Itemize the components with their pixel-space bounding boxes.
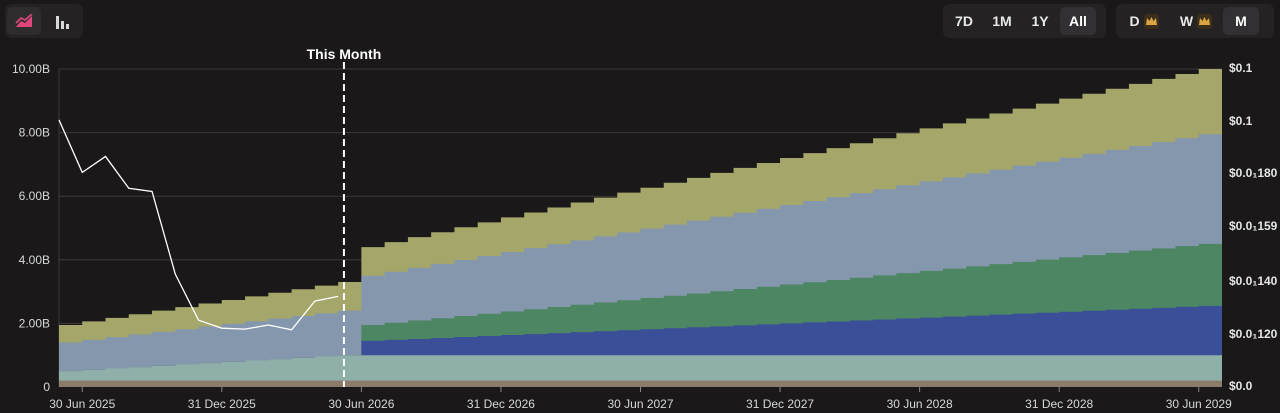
y-right-tick-label: $0.0₁120: [1229, 327, 1278, 341]
x-tick-label: 31 Dec 2028: [1025, 397, 1093, 411]
interval-selector: D W M: [1116, 4, 1274, 38]
y-left-tick-label: 8.00B: [19, 126, 50, 140]
y-right-tick-label: $0.1: [1229, 61, 1253, 75]
y-right-tick-label: $0.0: [1229, 379, 1253, 393]
bar-chart-icon: [56, 16, 69, 29]
y-right-tick-label: $0.1: [1229, 114, 1253, 128]
chart-type-toolbar: [5, 4, 83, 38]
area-series-teal: [59, 355, 1222, 387]
area-chart-icon: [15, 14, 33, 27]
y-right-tick-label: $0.0₁180: [1229, 166, 1278, 180]
interval-d-button[interactable]: D: [1119, 7, 1169, 35]
y-left-tick-label: 6.00B: [19, 189, 50, 203]
y-right-tick-label: $0.0₁159: [1229, 219, 1278, 233]
right-axis-labels: $0.0 $0.0₁120 $0.0₁140 $0.0₁159 $0.0₁180 $0.1…: [1229, 61, 1278, 393]
crown-icon: [1143, 13, 1159, 29]
y-right-tick-label: $0.0₁140: [1229, 274, 1278, 288]
price-line-group: [58, 119, 339, 331]
this-month-label: This Month: [307, 46, 382, 62]
x-tick-label: 30 Jun 2026: [328, 397, 394, 411]
area-series-brown: [59, 380, 1222, 387]
area-chart-button[interactable]: [7, 7, 41, 35]
y-left-tick-label: 0: [43, 380, 50, 394]
bar-chart-button[interactable]: [45, 7, 79, 35]
y-left-tick-label: 2.00B: [19, 316, 50, 330]
range-1m-button[interactable]: 1M: [992, 13, 1012, 29]
x-tick-label: 31 Dec 2025: [188, 397, 256, 411]
x-axis-labels: 30 Jun 2025 31 Dec 2025 30 Jun 2026 31 Dec …: [49, 387, 1232, 411]
supply-areas: [59, 69, 1222, 387]
interval-d-label: D: [1129, 13, 1140, 29]
y-left-tick-label: 10.00B: [12, 62, 50, 76]
x-tick-label: 30 Jun 2028: [887, 397, 953, 411]
crown-icon: [1197, 13, 1213, 29]
interval-m-button[interactable]: M: [1223, 7, 1259, 35]
x-tick-label: 30 Jun 2029: [1166, 397, 1232, 411]
left-axis-labels: 0 2.00B 4.00B 6.00B 8.00B 10.00B: [12, 62, 50, 394]
range-1y-button[interactable]: 1Y: [1031, 13, 1049, 29]
this-month-marker: This Month: [307, 46, 382, 387]
price-line: [58, 119, 339, 331]
x-tick-label: 31 Dec 2027: [746, 397, 814, 411]
x-tick-label: 30 Jun 2025: [49, 397, 115, 411]
range-7d-button[interactable]: 7D: [955, 13, 973, 29]
x-tick-label: 30 Jun 2027: [607, 397, 673, 411]
y-left-tick-label: 4.00B: [19, 253, 50, 267]
interval-w-label: W: [1179, 13, 1194, 29]
interval-w-button[interactable]: W: [1171, 7, 1221, 35]
range-all-button[interactable]: All: [1060, 7, 1096, 35]
x-tick-label: 31 Dec 2026: [467, 397, 535, 411]
range-selector: 7D 1M 1Y All: [943, 4, 1106, 38]
